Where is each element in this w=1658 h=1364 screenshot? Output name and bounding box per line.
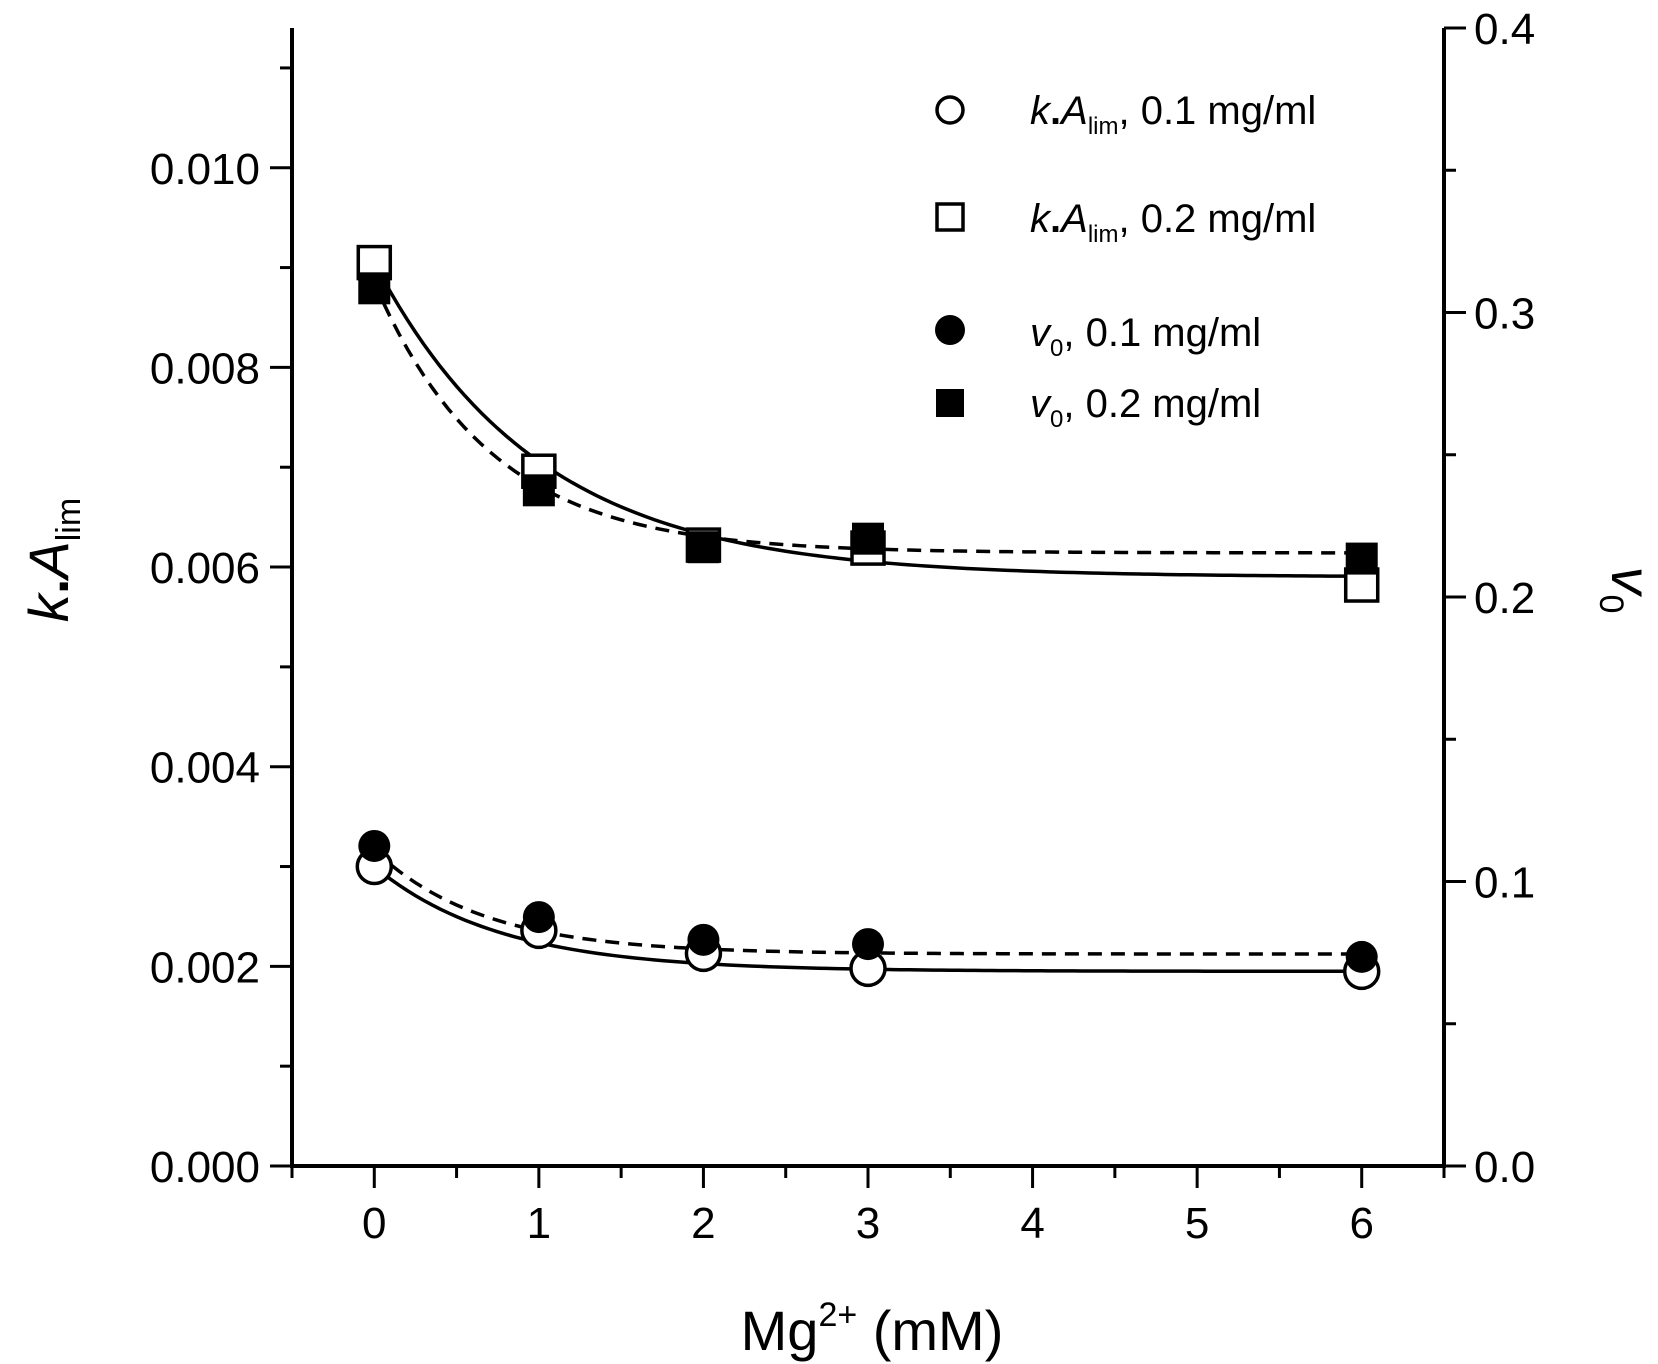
axes [270, 26, 1466, 1188]
legend-entry-filled-circle: v0, 0.1 mg/ml [935, 311, 1261, 362]
y-left-tick-label: 0.000 [150, 1143, 260, 1192]
fit-curves [372, 261, 1362, 974]
y-right-tick-label: 0.2 [1474, 574, 1535, 623]
x-axis-title: Mg2+ (mM) [741, 1296, 1004, 1362]
legend-label: v0, 0.2 mg/ml [1030, 382, 1261, 433]
y-right-tick-label: 0.4 [1474, 5, 1535, 54]
y-left-tick-label: 0.004 [150, 744, 260, 793]
y-left-tick-label: 0.010 [150, 145, 260, 194]
legend-marker-open-circle [935, 95, 965, 125]
legend-label: v0, 0.1 mg/ml [1030, 311, 1261, 362]
data-markers [355, 244, 1381, 991]
data-point-filled-circle [687, 923, 720, 956]
y-left-tick-label: 0.002 [150, 943, 260, 992]
legend-marker-filled-square [936, 389, 964, 417]
legend-entry-filled-square: v0, 0.2 mg/ml [936, 382, 1261, 433]
y-right-tick-label: 0.1 [1474, 859, 1535, 908]
x-tick-label: 5 [1185, 1199, 1209, 1248]
x-tick-label: 0 [362, 1199, 386, 1248]
data-point-filled-circle [1345, 940, 1378, 973]
x-tick-label: 6 [1349, 1199, 1373, 1248]
y-right-tick-label: 0.0 [1474, 1143, 1535, 1192]
data-point-filled-circle [852, 928, 884, 961]
legend-marker-open-square [935, 202, 965, 232]
legend-marker-filled-circle [935, 315, 965, 345]
data-point-filled-circle [358, 829, 391, 862]
legend-label: k.Alim, 0.1 mg/ml [1030, 89, 1316, 140]
y-left-axis-title: k.Alim [17, 498, 88, 622]
y-left-tick-label: 0.008 [150, 344, 260, 393]
data-point-filled-square [358, 272, 391, 305]
x-tick-label: 1 [527, 1199, 551, 1248]
y-right-tick-label: 0.3 [1474, 290, 1535, 339]
y-right-axis-title: v0 [1592, 567, 1658, 614]
x-tick-label: 2 [691, 1199, 715, 1248]
y-left-tick-label: 0.006 [150, 544, 260, 593]
legend-entry-open-circle: k.Alim, 0.1 mg/ml [935, 89, 1316, 140]
tick-labels: 0 1 2 3 4 5 6 0.000 0.002 0.004 0.006 0.008 0.010 0.0… [150, 5, 1535, 1248]
data-point-filled-square [687, 531, 720, 564]
x-tick-label: 3 [856, 1199, 880, 1248]
data-point-filled-square [852, 522, 884, 555]
legend: k.Alim, 0.1 mg/ml k.Alim, 0.2 mg/ml v0, … [935, 89, 1316, 433]
x-tick-label: 4 [1020, 1199, 1044, 1248]
legend-entry-open-square: k.Alim, 0.2 mg/ml [935, 197, 1316, 248]
data-point-filled-circle [522, 901, 555, 934]
legend-label: k.Alim, 0.2 mg/ml [1030, 197, 1316, 248]
data-point-filled-square [522, 474, 555, 507]
data-point-filled-square [1345, 542, 1378, 575]
